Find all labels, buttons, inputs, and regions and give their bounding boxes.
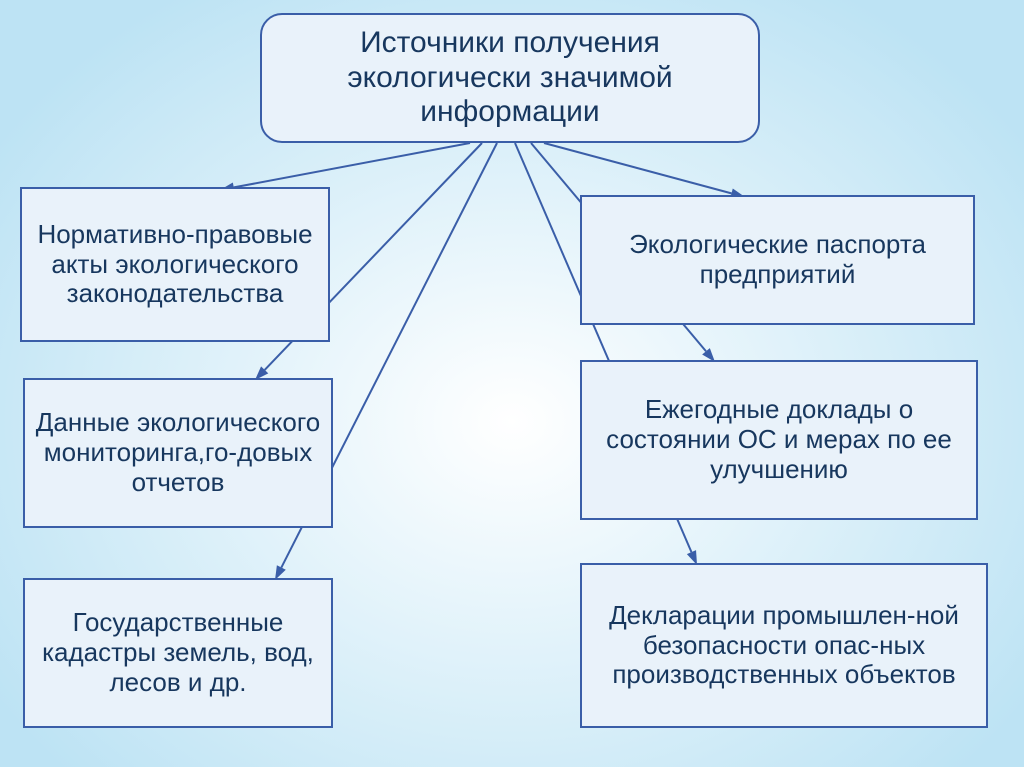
child-node-label: Данные экологического мониторинга,го-дов… <box>35 408 321 498</box>
child-node-right3: Декларации промышлен-ной безопасности оп… <box>580 563 988 728</box>
diagram-canvas: Источники получения экологически значимо… <box>0 0 1024 767</box>
root-node: Источники получения экологически значимо… <box>260 13 760 143</box>
child-node-right2: Ежегодные доклады о состоянии ОС и мерах… <box>580 360 978 520</box>
child-node-left3: Государственные кадастры земель, вод, ле… <box>23 578 333 728</box>
child-node-label: Нормативно-правовые акты экологического … <box>32 220 318 310</box>
child-node-label: Ежегодные доклады о состоянии ОС и мерах… <box>592 395 966 485</box>
child-node-label: Экологические паспорта предприятий <box>592 230 963 290</box>
child-node-label: Декларации промышлен-ной безопасности оп… <box>592 601 976 691</box>
root-node-label: Источники получения экологически значимо… <box>272 26 748 130</box>
child-node-label: Государственные кадастры земель, вод, ле… <box>35 608 321 698</box>
child-node-left2: Данные экологического мониторинга,го-дов… <box>23 378 333 528</box>
child-node-right1: Экологические паспорта предприятий <box>580 195 975 325</box>
child-node-left1: Нормативно-правовые акты экологического … <box>20 187 330 342</box>
